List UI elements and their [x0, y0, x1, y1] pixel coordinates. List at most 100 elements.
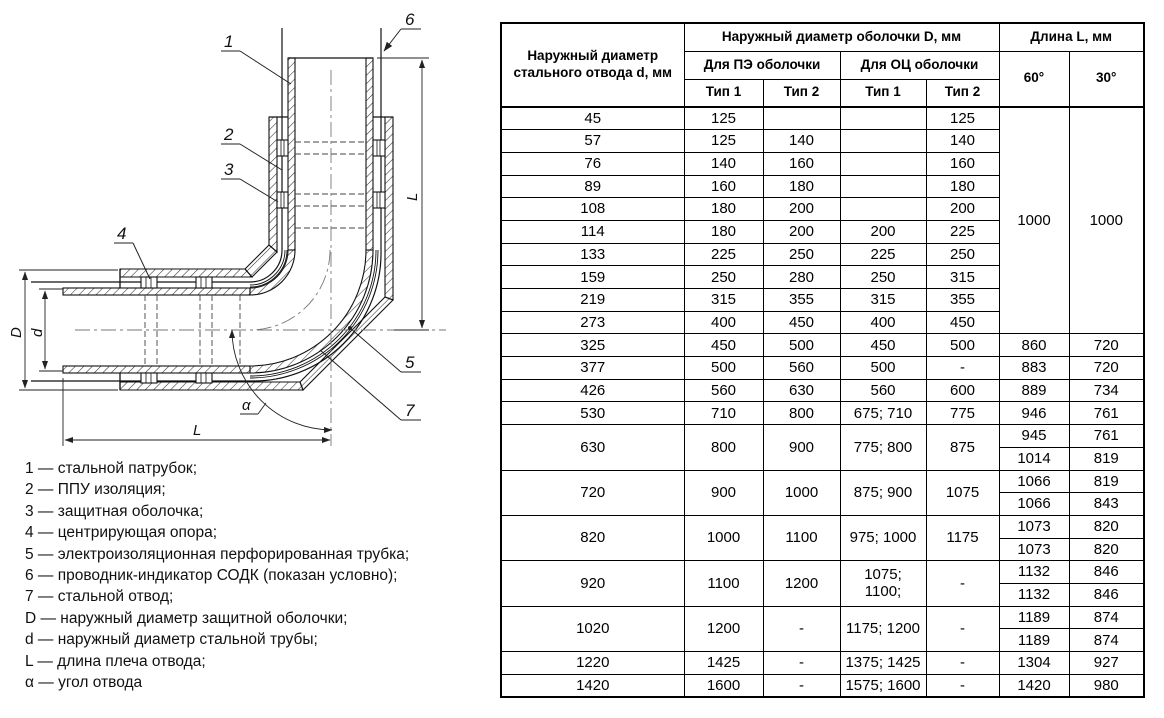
table-row: 1020 1200-1175; 1200-1189 874 — [500, 605, 1145, 653]
table-cell: 900 — [683, 469, 764, 516]
table-cell: 860 — [998, 333, 1070, 358]
table-cell: 315 — [839, 288, 927, 312]
table-row: 114 180 200 200 225 — [500, 219, 1144, 244]
table-cell: 377 — [500, 356, 685, 380]
legend-item: α — угол отвода — [25, 674, 143, 692]
dim-alpha-label: α — [242, 397, 251, 414]
casing-walls — [119, 116, 394, 391]
legend-item: 7 — стальной отвод; — [25, 588, 174, 606]
table-cell: 140 — [762, 129, 841, 153]
table-cell: 927 — [1068, 651, 1145, 675]
table-cell: 200 — [762, 219, 841, 244]
table-cell: 1100 — [762, 514, 841, 562]
table-cell: 225 — [839, 242, 927, 267]
table-cell: 45 — [500, 106, 685, 131]
legend-list: 1 — стальной патрубок; 2 — ППУ изоляция; 3… — [25, 458, 495, 693]
header-pe-type2: Тип 2 — [762, 78, 841, 108]
table-cell: 89 — [500, 174, 685, 199]
legend-item: d — наружный диаметр стальной трубы; — [25, 631, 318, 649]
table-cell: 843 — [1068, 492, 1145, 516]
table-cell: 200 — [762, 197, 841, 221]
table-cell: 1073 — [998, 514, 1070, 539]
table-cell: - — [762, 651, 841, 675]
table-cell: 720 — [1068, 356, 1145, 380]
table-cell: 450 — [762, 310, 841, 335]
legend-item: 3 — защитная оболочка; — [25, 502, 204, 520]
table-cell: 273 — [500, 310, 685, 335]
table-cell: 1220 — [500, 651, 685, 675]
table-cell: 875 — [925, 424, 1000, 471]
table-cell: 1000 — [1068, 106, 1145, 335]
table-cell: - — [762, 605, 841, 653]
table-row: 57 125 140 140 — [500, 129, 1144, 153]
table-row: 720 900 1000 875; 900 1075 1066 819 — [500, 469, 1145, 516]
hidden-lines — [144, 141, 366, 366]
centering-supports — [140, 139, 386, 384]
table-cell: - — [762, 673, 841, 698]
table-cell: 159 — [500, 265, 685, 289]
table-cell: 560 — [839, 378, 927, 403]
table-cell: 883 — [998, 356, 1070, 380]
table-cell: 980 — [1068, 673, 1145, 698]
legend-item: 6 — проводник-индикатор СОДК (показан ус… — [25, 567, 398, 585]
table-cell: 710 — [683, 401, 764, 426]
steel-pipe-walls — [62, 57, 374, 374]
table-row: 219 315 355 315 355 — [500, 288, 1144, 312]
table-cell: 720 — [1068, 333, 1145, 358]
table-cell: 250 — [683, 265, 764, 289]
elbow-drawing: D d L L α 1 2 3 4 5 6 7 — [0, 0, 497, 455]
table-cell: 1189 — [998, 628, 1070, 652]
header-30deg: 30° — [1068, 50, 1145, 108]
table-cell: 108 — [500, 197, 685, 221]
table-cell: - — [925, 356, 1000, 380]
table-cell — [839, 174, 927, 199]
table-cell: 900 — [762, 424, 841, 471]
table-cell: 846 — [1068, 582, 1145, 607]
table-row: 820 1000 1100 975; 1000 1175 1073 820 — [500, 514, 1145, 562]
callout-6-label: 6 — [405, 10, 415, 29]
table-cell: 315 — [925, 265, 1000, 289]
table-cell: 225 — [925, 219, 1000, 244]
dim-L-right-label: L — [404, 193, 421, 201]
table-row: 530 710 800 675; 710 775 946 761 — [500, 401, 1145, 426]
table-cell: 250 — [762, 242, 841, 267]
table-cell: 180 — [762, 174, 841, 199]
table-cell: 800 — [683, 424, 764, 471]
table-cell: 315 — [683, 288, 764, 312]
table-cell: 426 — [500, 378, 685, 403]
callout-3-label: 3 — [224, 160, 234, 179]
table-cell: 76 — [500, 151, 685, 176]
table-row: 1066 843 — [501, 492, 1145, 516]
table-cell: 1132 — [998, 560, 1070, 584]
table-row: 920 1100 1200 1075; 1100; -1132 846 — [500, 560, 1145, 607]
table-cell: 819 — [1068, 446, 1145, 471]
callout-4-label: 4 — [117, 224, 126, 243]
table-cell: 720 — [500, 469, 685, 516]
table-cell: 1600 — [683, 673, 764, 698]
callout-1-label: 1 — [224, 32, 233, 51]
table-cell: 734 — [1068, 378, 1145, 403]
table-row: 325 450 500 450 500 860 720 — [500, 333, 1145, 358]
table-cell: 945 — [998, 424, 1070, 448]
spec-table-body: 45 125 125 1000 1000 57 125 140 140 76 140 160 160 89… — [500, 106, 1145, 698]
callout-2-label: 2 — [223, 125, 234, 144]
header-oc-casing: Для ОЦ оболочки — [839, 50, 1000, 80]
table-cell: 500 — [683, 356, 764, 380]
table-cell: 57 — [500, 129, 685, 153]
table-cell: 1200 — [762, 560, 841, 607]
table-cell: 125 — [683, 106, 764, 131]
table-cell: 1014 — [998, 446, 1070, 471]
table-cell: 225 — [683, 242, 764, 267]
conductor-wires — [31, 28, 382, 382]
table-cell: 1304 — [998, 651, 1070, 675]
table-cell: 1100 — [683, 560, 764, 607]
table-cell: 125 — [683, 129, 764, 153]
spec-table-header: Наружный диаметр стального отвода d, мм … — [500, 22, 1145, 108]
table-cell: 450 — [839, 333, 927, 358]
table-cell: 500 — [925, 333, 1000, 358]
header-60deg: 60° — [998, 50, 1070, 108]
table-cell: 1189 — [998, 605, 1070, 630]
legend-item: D — наружный диаметр защитной оболочки; — [25, 609, 348, 627]
table-cell: 1000 — [998, 106, 1070, 335]
dim-d-label: d — [29, 328, 46, 337]
